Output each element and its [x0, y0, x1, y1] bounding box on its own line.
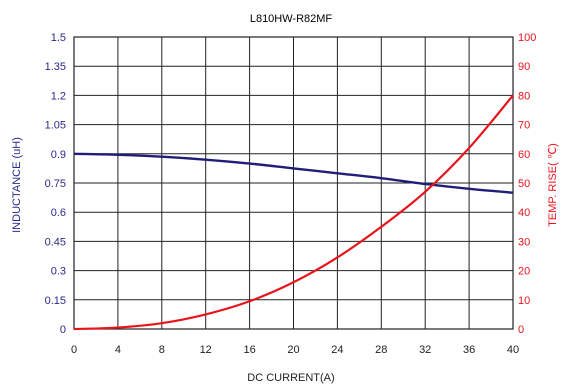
- right-y-tick-label: 70: [518, 120, 530, 132]
- x-axis-ticks: 0 4 8 12 16 20 24 28 32 36 40: [71, 344, 519, 356]
- plot-frame: [73, 36, 514, 330]
- x-tick-label: 40: [507, 344, 519, 356]
- right-y-tick-label: 60: [518, 149, 530, 161]
- right-y-tick-label: 30: [518, 236, 530, 248]
- left-y-tick-label: 0.9: [51, 149, 66, 161]
- right-y-tick-label: 40: [518, 207, 530, 219]
- left-y-tick-label: 1.5: [51, 32, 66, 44]
- left-y-tick-label: 0.6: [51, 207, 66, 219]
- right-axis-ticks: 0 10 20 30 40 50 60 70 80 90 100: [518, 32, 536, 336]
- x-tick-label: 32: [419, 344, 431, 356]
- chart-title: L810HW-R82MF: [250, 13, 333, 25]
- x-tick-label: 16: [243, 344, 255, 356]
- right-axis-label: TEMP. RISE( ℃): [547, 143, 559, 227]
- left-axis-label: INDUCTANCE (uH): [11, 137, 23, 233]
- left-y-tick-label: 1.2: [51, 90, 66, 102]
- right-y-tick-label: 80: [518, 90, 530, 102]
- x-tick-label: 0: [71, 344, 77, 356]
- x-tick-label: 8: [159, 344, 165, 356]
- temp-rise-line: [73, 94, 514, 331]
- left-axis-ticks: 0 0.15 0.3 0.45 0.6 0.75 0.9 1.05 1.2 1.35 1.5: [45, 32, 66, 336]
- right-y-tick-label: 0: [518, 324, 524, 336]
- right-y-tick-label: 100: [518, 32, 536, 44]
- left-y-tick-label: 1.35: [45, 61, 66, 73]
- inductance-line: [73, 152, 514, 194]
- right-y-tick-label: 50: [518, 178, 530, 190]
- x-tick-label: 20: [287, 344, 299, 356]
- x-tick-label: 12: [200, 344, 212, 356]
- left-y-tick-label: 0: [60, 324, 66, 336]
- right-y-tick-label: 10: [518, 295, 530, 307]
- left-y-tick-label: 0.3: [51, 266, 66, 278]
- left-y-tick-label: 0.15: [45, 295, 66, 307]
- right-y-tick-label: 90: [518, 61, 530, 73]
- x-axis-label: DC CURRENT(A): [247, 372, 334, 384]
- series-group: [73, 94, 514, 331]
- x-tick-label: 28: [375, 344, 387, 356]
- grid: [73, 36, 514, 330]
- x-tick-label: 36: [463, 344, 475, 356]
- right-y-tick-label: 20: [518, 266, 530, 278]
- left-y-tick-label: 1.05: [45, 120, 66, 132]
- x-tick-label: 4: [115, 344, 121, 356]
- x-tick-label: 24: [331, 344, 343, 356]
- left-y-tick-label: 0.75: [45, 178, 66, 190]
- left-y-tick-label: 0.45: [45, 236, 66, 248]
